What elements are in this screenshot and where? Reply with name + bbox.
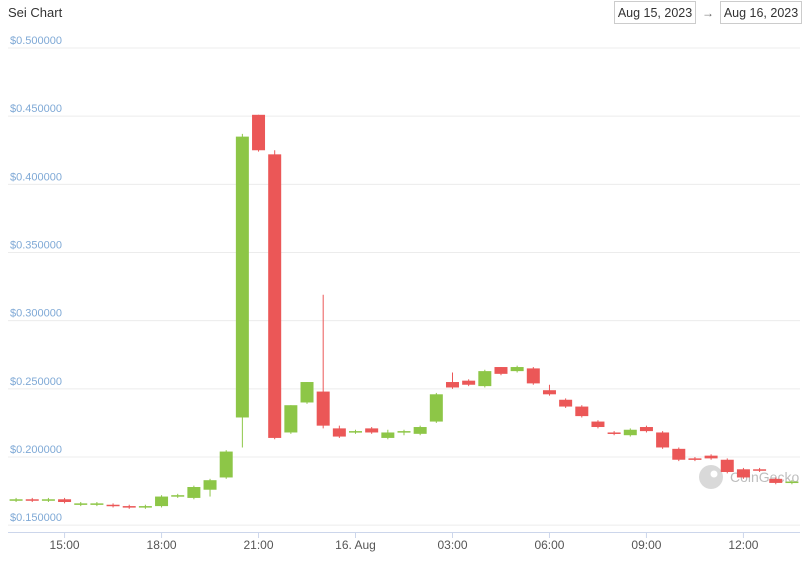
candle-body <box>559 399 573 407</box>
candle-body <box>219 451 233 478</box>
candle-body <box>138 506 152 508</box>
candle-body <box>462 380 476 385</box>
candle-body <box>349 431 363 433</box>
watermark-logo <box>699 465 723 489</box>
candle-body <box>575 406 589 417</box>
candle-body <box>510 367 524 372</box>
candle-body <box>106 504 120 507</box>
candle-body <box>41 499 55 501</box>
candle-body <box>542 390 556 395</box>
x-tick-label: 06:00 <box>534 538 564 552</box>
candle-body <box>445 382 459 388</box>
candle-body <box>753 469 767 471</box>
chart-title: Sei Chart <box>8 5 63 20</box>
end-date-box[interactable] <box>720 1 802 24</box>
x-tick-label: 12:00 <box>728 538 758 552</box>
x-tick-label: 09:00 <box>631 538 661 552</box>
x-tick-label: 03:00 <box>437 538 467 552</box>
candle-body <box>284 405 298 433</box>
candle-body <box>90 503 104 505</box>
candle-body <box>122 506 136 508</box>
candle-body <box>688 458 702 460</box>
candle-body <box>25 499 39 501</box>
start-date[interactable]: Aug 15, 2023 <box>618 6 692 20</box>
y-tick-label: $0.150000 <box>10 512 62 524</box>
start-date-box[interactable] <box>614 1 696 24</box>
candle-body <box>494 367 508 374</box>
candle-body <box>235 136 249 418</box>
candle-body <box>413 427 427 434</box>
x-tick-label: 21:00 <box>244 538 274 552</box>
candle-body <box>171 495 185 497</box>
x-tick-label: 16. Aug <box>335 538 376 552</box>
x-tick-label: 15:00 <box>50 538 80 552</box>
watermark-logo-eye <box>710 470 718 478</box>
candle-body <box>268 154 282 438</box>
end-date[interactable]: Aug 16, 2023 <box>724 6 798 20</box>
x-tick-label: 18:00 <box>147 538 177 552</box>
candle-body <box>478 371 492 387</box>
y-tick-label: $0.450000 <box>10 103 62 115</box>
candle-body <box>58 499 72 503</box>
candle-body <box>720 459 734 473</box>
candle-body <box>252 114 266 151</box>
candle-body <box>607 432 621 434</box>
candle-body <box>187 487 201 498</box>
candle-body <box>332 428 346 437</box>
candle-body <box>623 429 637 436</box>
date-separator: → <box>702 6 714 20</box>
candle-body <box>381 432 395 438</box>
candle-body <box>769 478 783 483</box>
candle-body <box>203 480 217 490</box>
candle-body <box>672 448 686 460</box>
candle-body <box>736 469 750 478</box>
candle-body <box>365 428 379 433</box>
candle-body <box>300 382 314 403</box>
y-tick-label: $0.500000 <box>10 35 62 47</box>
y-tick-label: $0.400000 <box>10 171 62 183</box>
candle-body <box>74 503 88 505</box>
candle-body <box>591 421 605 428</box>
candle-body <box>316 391 330 426</box>
candle-body <box>639 427 653 432</box>
y-tick-label: $0.250000 <box>10 376 62 388</box>
candle-body <box>429 394 443 422</box>
candle-body <box>397 431 411 433</box>
candle-body <box>526 368 540 384</box>
candle-body <box>656 432 670 448</box>
candle-body <box>785 481 799 484</box>
y-tick-label: $0.350000 <box>10 240 62 252</box>
candle-body <box>704 455 718 459</box>
candle-body <box>155 496 169 507</box>
candle-body <box>9 499 23 501</box>
y-tick-label: $0.300000 <box>10 308 62 320</box>
y-tick-label: $0.200000 <box>10 444 62 456</box>
